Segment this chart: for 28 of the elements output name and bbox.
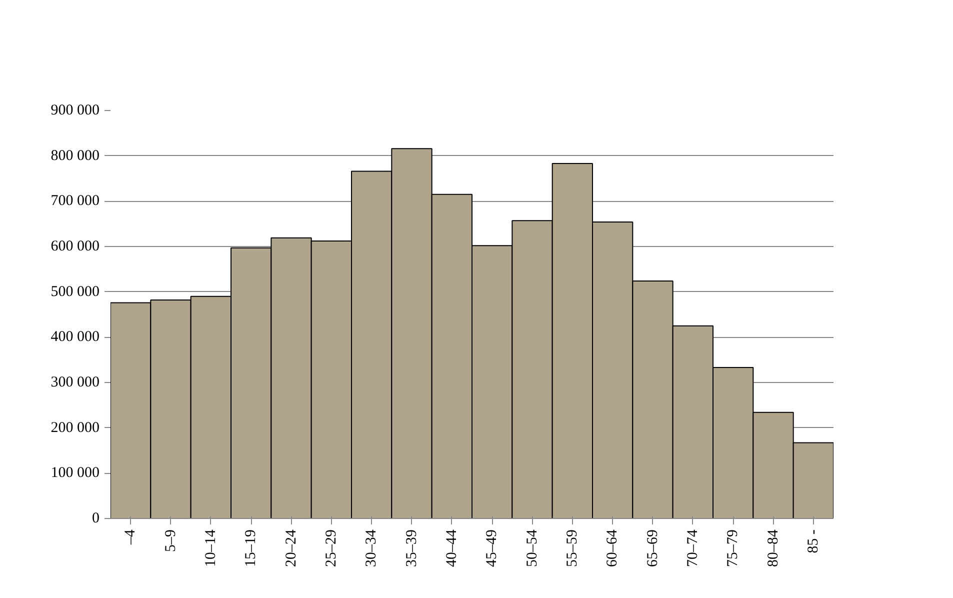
y-tick-label: 900 000 [50,102,100,118]
x-tick-label: 85 - [805,529,822,554]
y-tick-label: 600 000 [50,238,100,254]
x-tick-label: 15–19 [243,530,260,567]
x-tick-label: 70–74 [684,529,701,567]
y-tick-label: 800 000 [50,148,100,164]
x-tick-label: 45–49 [484,530,500,567]
x-tick-label: 55–59 [564,530,580,567]
x-tick-label: 5–9 [162,530,179,552]
y-tick-label: 500 000 [50,284,100,300]
x-tick-label: 60–64 [604,529,621,567]
x-tick-label: 30–34 [364,529,380,567]
x-tick-label: 50–54 [524,529,540,567]
x-tick-label: 35–39 [404,530,420,567]
y-tick-label: 200 000 [50,420,100,436]
x-tick-label: –4 [122,529,139,546]
x-tick-label: 10–14 [202,529,219,567]
x-tick-label: 75–79 [725,530,742,567]
x-tick-label: 40–44 [444,529,460,567]
x-tick-label: 80–84 [765,529,782,567]
x-tick-label: 65–69 [644,530,661,567]
x-tick-label: 20–24 [283,529,300,567]
y-tick-label: 700 000 [50,193,100,210]
x-tick-label: 25–29 [323,530,340,567]
y-tick-label: 100 000 [50,465,100,482]
y-tick-label: 300 000 [50,374,100,390]
y-tick-label: 400 000 [50,329,100,346]
y-tick-label: 0 [92,510,100,526]
